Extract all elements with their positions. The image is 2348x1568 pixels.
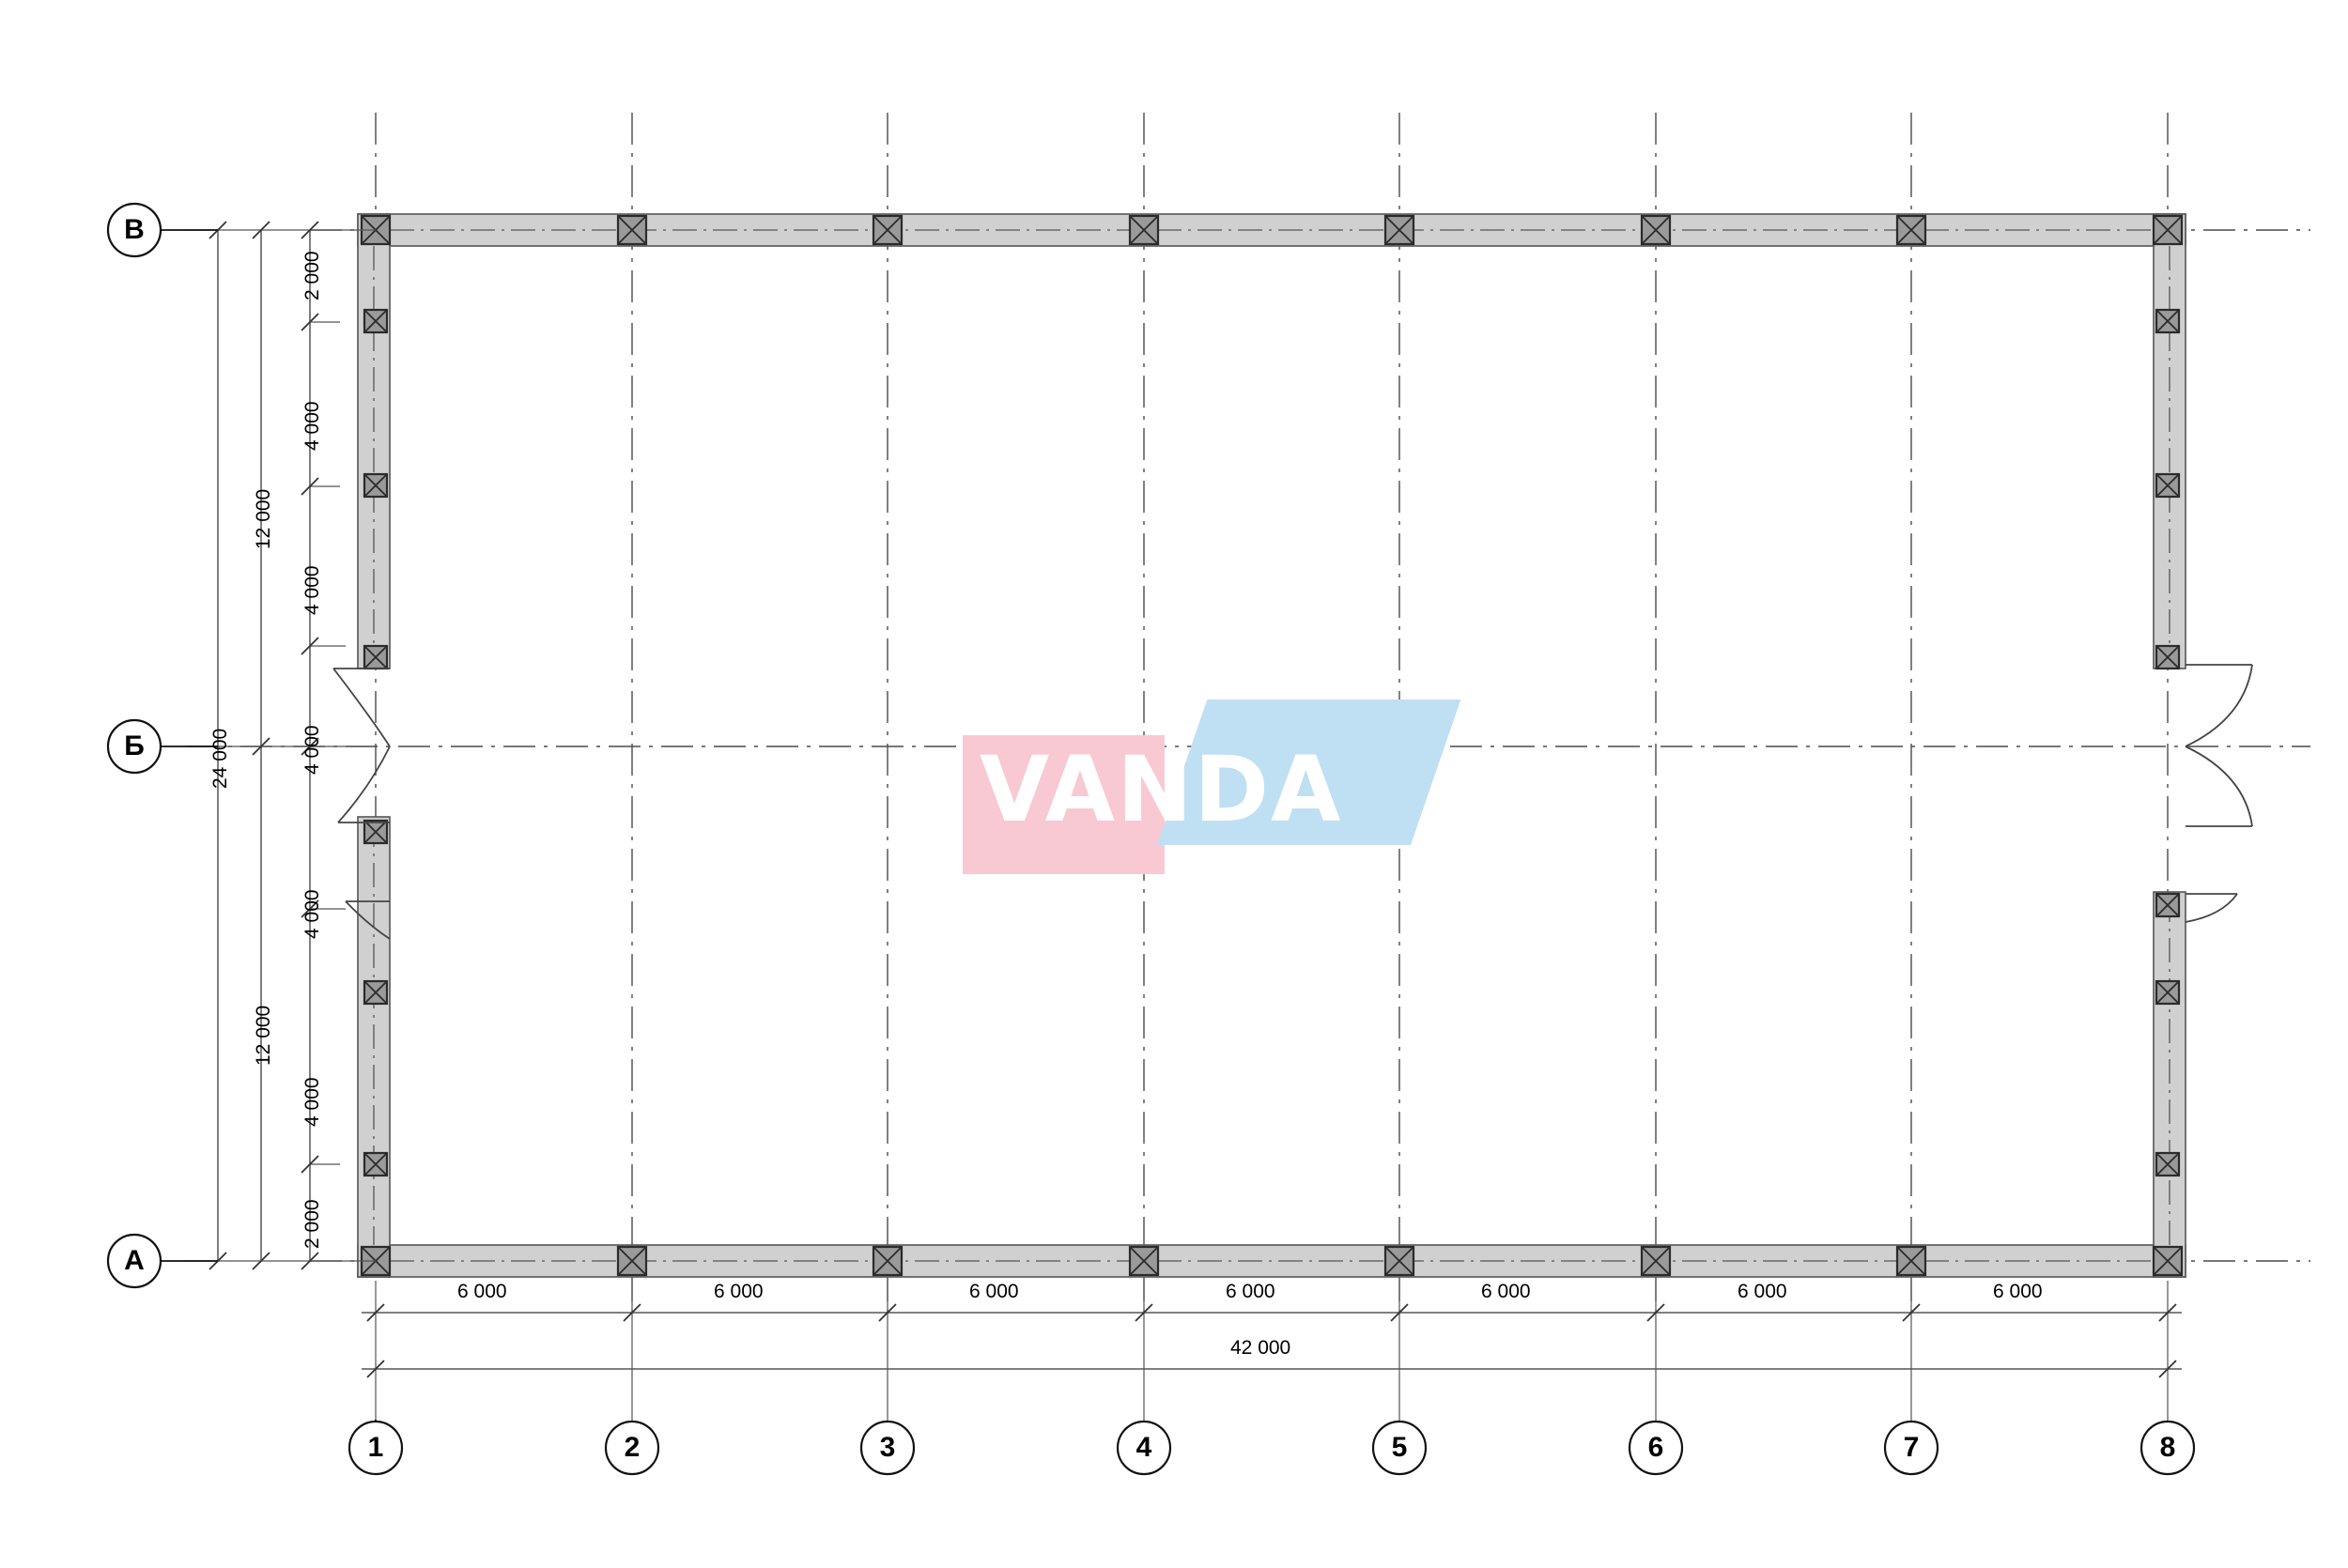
dim-left-seg-0: 2 000 bbox=[301, 251, 323, 300]
structural-columns bbox=[360, 214, 2184, 1277]
dim-bottom-span-5: 6 000 bbox=[1738, 1281, 1787, 1302]
axis-bubble-label-h-0[interactable]: 1 bbox=[367, 1432, 384, 1463]
axis-bubble-label-h-4[interactable]: 5 bbox=[1391, 1432, 1408, 1463]
axis-bubble-label-h-7[interactable]: 8 bbox=[2159, 1432, 2176, 1463]
dim-bottom-span-4: 6 000 bbox=[1481, 1281, 1531, 1302]
dim-left-seg-5: 4 000 bbox=[301, 1077, 323, 1127]
axis-bubble-label-h-1[interactable]: 2 bbox=[624, 1432, 641, 1463]
dim-bottom-total: 42 000 bbox=[1230, 1337, 1291, 1359]
axis-bubble-label-v-0[interactable]: В bbox=[124, 214, 145, 245]
axis-bubble-label-h-3[interactable]: 4 bbox=[1135, 1432, 1152, 1463]
dim-bottom-span-6: 6 000 bbox=[1993, 1281, 2043, 1302]
dim-left-seg-4: 4 000 bbox=[301, 889, 323, 939]
axis-bubble-label-v-2[interactable]: А bbox=[124, 1245, 145, 1276]
left-lower-door bbox=[345, 900, 391, 940]
axis-bubbles-vertical bbox=[106, 202, 218, 1289]
dim-left-overall: 24 000 bbox=[209, 728, 231, 789]
dim-left-seg-1: 4 000 bbox=[301, 401, 323, 451]
building-walls bbox=[357, 213, 2186, 1278]
bottom-dimension-chains bbox=[362, 1281, 2182, 1427]
left-gate bbox=[332, 668, 391, 823]
axis-bubble-label-h-6[interactable]: 7 bbox=[1903, 1432, 1920, 1463]
axis-bubble-label-v-1[interactable]: Б bbox=[124, 730, 145, 761]
axis-bubbles-horizontal bbox=[348, 1420, 2196, 1476]
right-lower-door bbox=[2185, 893, 2238, 923]
dim-bottom-span-0: 6 000 bbox=[457, 1281, 507, 1302]
dim-left-half-0: 12 000 bbox=[253, 488, 274, 549]
door-openings bbox=[332, 664, 2253, 940]
right-gate bbox=[2185, 664, 2253, 827]
dim-left-seg-3: 4 000 bbox=[301, 725, 323, 775]
dim-bottom-span-1: 6 000 bbox=[714, 1281, 764, 1302]
grid-lines-horizontal bbox=[188, 229, 2310, 1262]
dim-bottom-span-2: 6 000 bbox=[969, 1281, 1019, 1302]
dim-bottom-span-3: 6 000 bbox=[1226, 1281, 1275, 1302]
dim-left-half-1: 12 000 bbox=[253, 1005, 274, 1066]
axis-bubble-label-h-5[interactable]: 6 bbox=[1647, 1432, 1664, 1463]
grid-lines-vertical bbox=[375, 113, 2169, 1314]
dim-left-seg-6: 2 000 bbox=[301, 1199, 323, 1249]
axis-bubble-label-h-2[interactable]: 3 bbox=[879, 1432, 896, 1463]
dim-left-seg-2: 4 000 bbox=[301, 565, 323, 615]
